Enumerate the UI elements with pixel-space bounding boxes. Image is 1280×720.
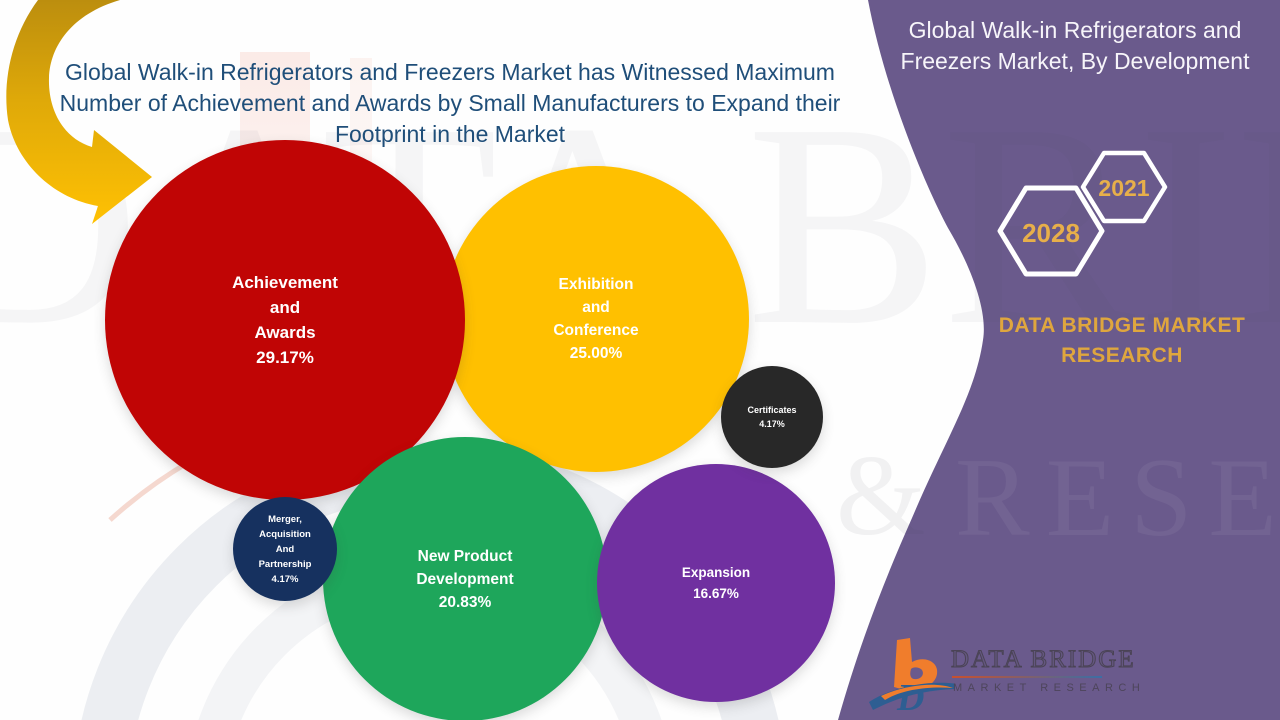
company-logo: D DATA BRIDGE MARKET RESEARCH [865,632,1140,716]
bubble-label-line: Exhibition [558,276,634,293]
chart-title: Global Walk-in Refrigerators and Freezer… [20,57,880,150]
chart-title-line: Footprint in the Market [334,121,566,147]
bubble-label-line: Partnership [258,558,312,570]
brand-name: DATA BRIDGE MARKET RESEARCH [957,311,1280,371]
logo-wordmark: DATA BRIDGE [951,646,1136,674]
chart-title-line: Number of Achievement and Awards by Smal… [59,90,841,116]
bubble-value: 4.17% [271,573,299,585]
bubble-label-line: New Product [417,547,513,565]
bubble-exhibition-and-conference: Exhibition and Conference 25.00% [443,166,749,472]
watermark-ampersand: & [836,432,926,559]
bubble-label-line: Merger, [268,513,302,525]
bubble-label-line: Certificates [747,404,797,415]
bubble-value: 25.00% [569,345,623,362]
svg-text:D: D [896,677,924,716]
bubble-new-product-development: New Product Development 20.83% [323,437,607,720]
panel-title-line: Global Walk-in Refrigerators and [908,17,1242,43]
bubble-label-line: And [275,543,295,555]
bubble-label-line: Expansion [681,565,751,580]
year-label-2028: 2028 [1022,218,1080,248]
curved-arrow-icon [6,0,152,224]
year-label-2021: 2021 [1098,175,1150,201]
bubble-expansion: Expansion 16.67% [597,464,835,702]
logo-subtitle: MARKET RESEARCH [953,682,1146,694]
bubble-label-line: Achievement [232,273,338,292]
watermark-research-text: RESEARCH [955,436,1280,560]
hexagon-2028 [997,185,1105,277]
bubble-achievement-and-awards: Achievement and Awards 29.17% [105,140,465,500]
bubble-merger-acquisition-partnership: Merger, Acquisition And Partnership 4.17… [233,497,337,601]
bubble-value: 29.17% [256,348,314,367]
panel-title-line: Freezers Market, By Development [900,48,1250,74]
bubble-label-line: Acquisition [259,528,311,540]
bubble-label-line: Awards [254,323,316,342]
bubble-value: 16.67% [693,586,739,601]
bubble-certificates: Certificates 4.17% [721,366,823,468]
bubble-label-line: and [269,298,301,317]
bubble-value: 20.83% [438,593,492,611]
bubble-label-line: Conference [553,322,639,339]
company-logo-mark-icon: D [869,638,955,716]
logo-underline [952,676,1102,678]
panel-title: Global Walk-in Refrigerators and Freezer… [880,15,1270,77]
bubble-label-line: Development [416,570,514,588]
brand-name-line: RESEARCH [1061,344,1183,367]
bubble-value: 4.17% [759,419,785,429]
bubble-label-line: and [582,299,610,316]
brand-name-line: DATA BRIDGE MARKET [998,314,1246,337]
hexagon-2021 [1080,150,1168,224]
chart-title-line: Global Walk-in Refrigerators and Freezer… [65,59,835,85]
